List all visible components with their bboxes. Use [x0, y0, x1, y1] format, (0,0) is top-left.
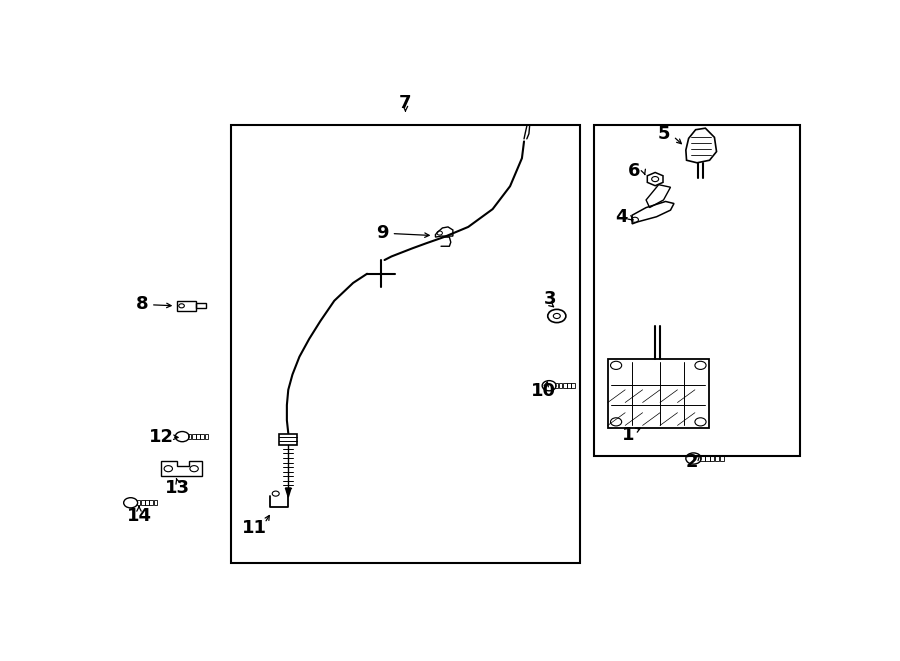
Text: 4: 4	[616, 208, 628, 226]
Bar	[137, 500, 140, 505]
Bar	[145, 500, 148, 505]
Text: 10: 10	[531, 382, 556, 400]
Bar	[196, 434, 200, 439]
Bar	[154, 500, 157, 505]
Bar	[554, 383, 558, 388]
Bar	[567, 383, 571, 388]
Bar	[594, 125, 799, 456]
Bar	[188, 434, 192, 439]
Text: 3: 3	[544, 290, 557, 308]
Text: 8: 8	[136, 295, 149, 313]
Bar	[720, 456, 724, 461]
Bar	[149, 500, 153, 505]
Bar	[192, 434, 195, 439]
Text: 13: 13	[165, 479, 190, 496]
Polygon shape	[285, 488, 291, 497]
Bar	[231, 125, 580, 563]
Text: 6: 6	[628, 162, 641, 180]
Text: 12: 12	[148, 428, 174, 446]
Bar	[559, 383, 562, 388]
Text: 9: 9	[376, 224, 389, 242]
Text: 2: 2	[685, 453, 698, 471]
Text: 14: 14	[127, 506, 151, 525]
Bar	[706, 456, 709, 461]
Bar	[710, 456, 715, 461]
Text: 5: 5	[657, 126, 670, 143]
Bar	[700, 456, 705, 461]
Text: 11: 11	[241, 520, 266, 537]
Text: 7: 7	[400, 95, 411, 112]
Bar	[201, 434, 204, 439]
Bar	[563, 383, 567, 388]
Text: 1: 1	[623, 426, 634, 444]
Bar	[204, 434, 208, 439]
Bar	[141, 500, 145, 505]
Bar	[716, 456, 719, 461]
Bar	[279, 434, 297, 445]
Bar	[196, 303, 206, 308]
Bar	[572, 383, 575, 388]
Bar	[176, 301, 196, 311]
Bar	[608, 360, 709, 428]
